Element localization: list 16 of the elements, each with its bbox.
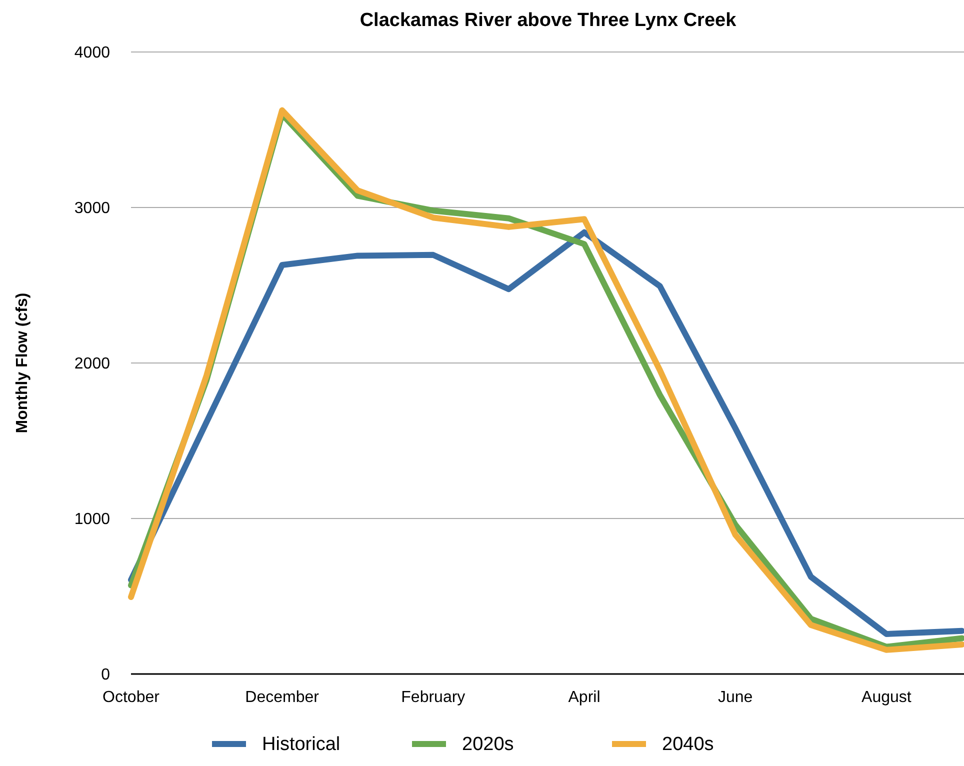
x-tick-label: February bbox=[401, 689, 466, 706]
x-tick-label: December bbox=[245, 689, 320, 706]
legend-label: Historical bbox=[262, 734, 340, 755]
legend-label: 2040s bbox=[662, 734, 714, 755]
x-tick-label: June bbox=[718, 689, 753, 706]
legend-label: 2020s bbox=[462, 734, 514, 755]
y-tick-label: 0 bbox=[101, 666, 110, 684]
y-tick-label: 3000 bbox=[74, 200, 110, 218]
y-axis-title: Monthly Flow (cfs) bbox=[14, 292, 31, 434]
x-tick-label: October bbox=[102, 689, 160, 706]
chart-title: Clackamas River above Three Lynx Creek bbox=[360, 10, 737, 31]
y-tick-label: 2000 bbox=[74, 356, 110, 373]
y-tick-label: 4000 bbox=[74, 44, 110, 62]
x-tick-label: April bbox=[568, 689, 600, 706]
x-tick-label: August bbox=[862, 689, 912, 706]
y-tick-label: 1000 bbox=[74, 511, 110, 528]
